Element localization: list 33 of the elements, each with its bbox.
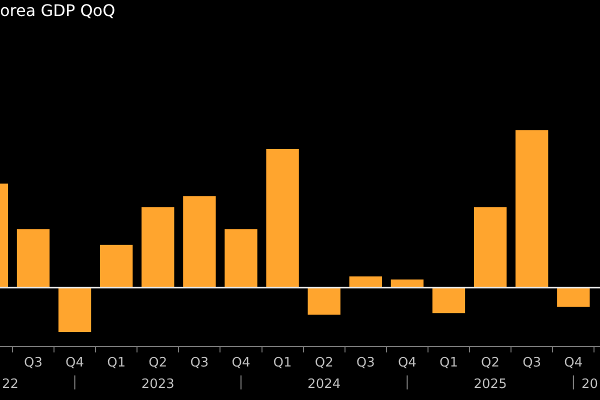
- bar: [474, 207, 507, 288]
- x-tick-label: Q1: [439, 356, 458, 371]
- bar: [432, 287, 466, 314]
- bar: [308, 287, 340, 315]
- bar: [557, 287, 590, 307]
- x-tick-label: Q3: [24, 356, 42, 371]
- text: 2025: [474, 376, 507, 392]
- bar: [183, 196, 216, 288]
- x-tick-label: Q4: [564, 356, 583, 371]
- bar: [142, 207, 174, 288]
- x-tick-label: Q4: [398, 356, 416, 371]
- x-tick-label: Q1: [273, 356, 292, 371]
- x-tick-label: Q1: [107, 356, 126, 371]
- bar: [16, 229, 50, 288]
- text: 20: [581, 376, 598, 392]
- chart-title: orea GDP QoQ: [0, 0, 116, 20]
- bar: [266, 149, 299, 288]
- bar: [516, 130, 548, 288]
- text: 2023: [141, 376, 174, 392]
- bar: [349, 276, 382, 288]
- text: 22: [2, 376, 19, 392]
- x-tick-label: Q3: [356, 356, 375, 371]
- x-tick-label: Q4: [66, 356, 84, 371]
- x-tick-label: Q2: [481, 356, 500, 371]
- text: 2024: [308, 376, 341, 392]
- bar: [58, 287, 92, 332]
- x-tick-label: Q2: [148, 356, 168, 371]
- bar: [224, 229, 258, 288]
- x-tick-label: Q4: [232, 356, 250, 371]
- x-tick-label: Q2: [314, 356, 334, 371]
- x-tick-label: Q3: [522, 356, 542, 371]
- bar: [100, 244, 133, 288]
- x-tick-label: Q3: [190, 356, 209, 371]
